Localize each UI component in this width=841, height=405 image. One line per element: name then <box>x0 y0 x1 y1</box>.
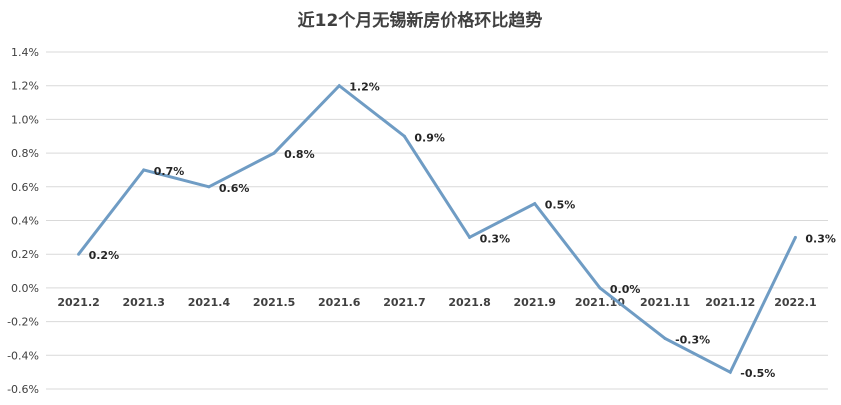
x-tick-label: 2021.3 <box>123 296 165 309</box>
y-axis-ticks: -0.6% -0.4% -0.2% 0.0% 0.2% 0.4% 0.6% 0.8% 1.0% 1… <box>7 46 39 396</box>
x-tick-label: 2021.8 <box>448 296 490 309</box>
x-tick-label: 2021.5 <box>253 296 295 309</box>
x-tick-label: 2021.12 <box>705 296 755 309</box>
data-point <box>207 185 211 189</box>
data-point <box>272 151 276 155</box>
y-tick-label: 0.6% <box>11 181 39 194</box>
x-tick-label: 2021.4 <box>188 296 231 309</box>
y-tick-label: 1.4% <box>11 46 39 59</box>
y-tick-label: 0.8% <box>11 147 39 160</box>
y-tick-label: 0.0% <box>11 282 39 295</box>
data-point <box>337 84 341 88</box>
y-tick-label: -0.4% <box>7 349 39 362</box>
data-point <box>793 235 797 239</box>
data-label: 0.7% <box>154 165 185 178</box>
x-tick-label: 2021.11 <box>640 296 690 309</box>
data-point <box>468 235 472 239</box>
y-tick-label: -0.2% <box>7 316 39 329</box>
x-tick-label: 2021.9 <box>514 296 556 309</box>
data-label: 0.3% <box>805 232 836 245</box>
data-point <box>402 134 406 138</box>
chart-title: 近12个月无锡新房价格环比趋势 <box>298 10 543 31</box>
data-label: 0.0% <box>610 283 641 296</box>
data-label: 0.5% <box>545 199 576 212</box>
data-point <box>663 336 667 340</box>
data-point <box>533 202 537 206</box>
data-point <box>142 168 146 172</box>
y-tick-label: -0.6% <box>7 383 39 396</box>
x-tick-label: 2022.1 <box>774 296 816 309</box>
data-point <box>77 252 81 256</box>
data-label: 1.2% <box>349 81 380 94</box>
data-label: 0.6% <box>219 182 250 195</box>
data-labels: 0.2% 0.7% 0.6% 0.8% 1.2% 0.9% 0.3% 0.5% 0.0% -0.3… <box>89 81 836 380</box>
y-tick-label: 1.0% <box>11 113 39 126</box>
y-tick-label: 0.4% <box>11 215 39 228</box>
data-label: 0.3% <box>480 232 511 245</box>
data-label: -0.3% <box>675 333 710 346</box>
data-label: 0.2% <box>89 249 120 262</box>
y-tick-label: 0.2% <box>11 248 39 261</box>
data-point <box>598 286 602 290</box>
data-point <box>728 370 732 374</box>
data-label: 0.9% <box>414 131 445 144</box>
gridlines <box>46 51 828 390</box>
x-tick-label: 2021.7 <box>383 296 425 309</box>
series-line <box>77 83 797 375</box>
series-layer <box>77 83 797 375</box>
data-label: 0.8% <box>284 148 315 161</box>
data-label: -0.5% <box>740 367 775 380</box>
x-tick-label: 2021.6 <box>318 296 361 309</box>
x-axis-ticks: 2021.2 2021.3 2021.4 2021.5 2021.6 2021.7 2021… <box>57 296 816 309</box>
y-tick-label: 1.2% <box>11 80 39 93</box>
x-tick-label: 2021.2 <box>57 296 99 309</box>
